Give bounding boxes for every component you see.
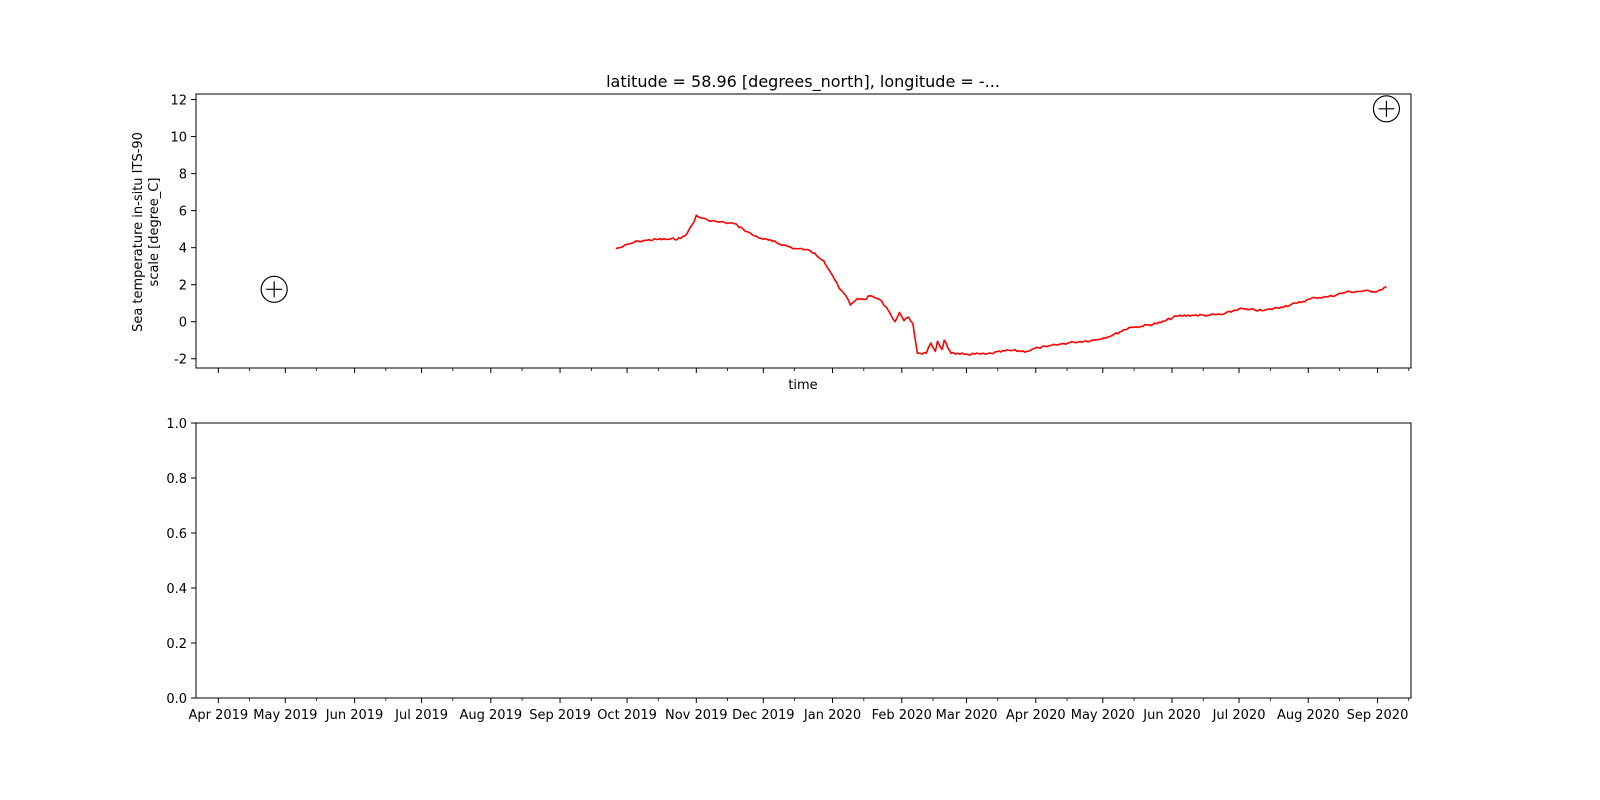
bottom-y-ticks: 0.0 0.2 0.4 0.6 0.8 1.0 — [166, 417, 196, 707]
x-tick-label: Feb 2020 — [872, 708, 932, 723]
top-y-ticks: -2 0 2 4 6 8 10 12 — [170, 94, 196, 368]
y-tick-label: 0.6 — [166, 527, 187, 542]
y-tick-label: -2 — [174, 353, 187, 368]
x-tick-label: Aug 2020 — [1277, 708, 1340, 723]
y-tick-label: 0.8 — [166, 472, 187, 487]
y-tick-label: 6 — [179, 205, 187, 220]
y-tick-label: 0.2 — [166, 637, 187, 652]
y-tick-label: 0 — [179, 316, 187, 331]
x-tick-label: Mar 2020 — [936, 708, 998, 723]
top-plot-frame — [195, 93, 1412, 369]
y-tick-label: 12 — [170, 94, 187, 109]
y-tick-label: 10 — [170, 131, 187, 146]
top-panel: latitude = 58.96 [degrees_north], longit… — [131, 72, 1412, 393]
top-y-axis-label-line2: scale [degree_C] — [147, 178, 162, 287]
x-tick-label: May 2020 — [1071, 708, 1135, 723]
top-x-ticks — [217, 368, 1410, 373]
y-tick-label: 8 — [179, 168, 187, 183]
circle-plus-marker — [260, 275, 288, 303]
x-tick-label: Jul 2019 — [394, 708, 448, 723]
marker-circle — [260, 275, 288, 303]
y-tick-label: 2 — [179, 279, 187, 294]
top-x-axis-label: time — [788, 378, 817, 393]
bottom-panel: 0.0 0.2 0.4 0.6 0.8 1.0 Apr 2019 May 2019 Jun 2… — [166, 417, 1412, 723]
x-tick-label: Apr 2020 — [1006, 708, 1066, 723]
bottom-x-ticks: Apr 2019 May 2019 Jun 2019 Jul 2019 Aug 2019… — [188, 698, 1410, 723]
circle-plus-marker — [1372, 95, 1401, 123]
x-tick-label: Jun 2020 — [1142, 708, 1201, 723]
y-tick-label: 4 — [179, 242, 187, 257]
x-tick-label: Sep 2020 — [1347, 708, 1409, 723]
x-tick-label: Aug 2019 — [460, 708, 523, 723]
y-tick-label: 0.0 — [166, 692, 187, 707]
x-tick-label: Oct 2019 — [597, 708, 657, 723]
top-chart-title: latitude = 58.96 [degrees_north], longit… — [606, 72, 1000, 92]
x-tick-label: Jan 2020 — [803, 708, 861, 723]
marker-circle — [1372, 95, 1401, 123]
y-tick-label: 0.4 — [166, 582, 187, 597]
x-tick-label: Nov 2019 — [665, 708, 728, 723]
x-tick-label: Apr 2019 — [188, 708, 248, 723]
temperature-line — [615, 214, 1387, 356]
y-tick-label: 1.0 — [166, 417, 187, 432]
top-markers — [260, 95, 1401, 303]
top-y-axis-label-line1: Sea temperature in-situ ITS-90 — [131, 132, 146, 332]
x-tick-label: Jun 2019 — [325, 708, 384, 723]
bottom-plot-frame — [195, 422, 1412, 699]
top-y-axis-label: Sea temperature in-situ ITS-90 scale [de… — [131, 132, 162, 332]
x-tick-label: Dec 2019 — [732, 708, 794, 723]
x-tick-label: May 2019 — [253, 708, 317, 723]
x-tick-label: Sep 2019 — [529, 708, 591, 723]
x-tick-label: Jul 2020 — [1212, 708, 1266, 723]
